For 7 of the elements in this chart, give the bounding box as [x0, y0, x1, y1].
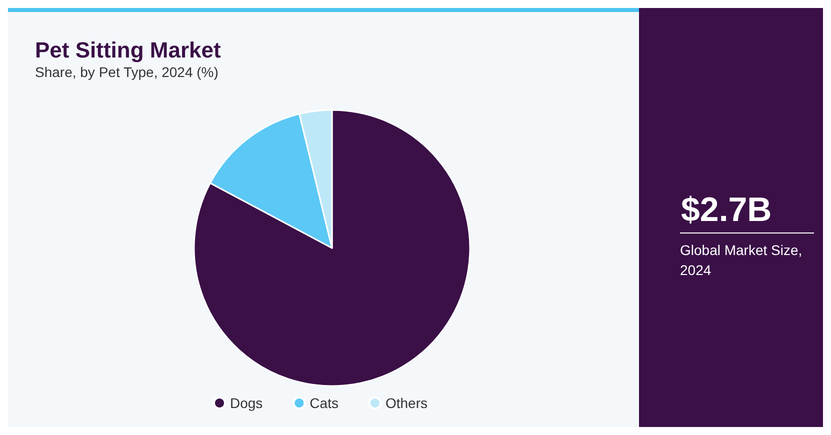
legend-label: Dogs — [230, 395, 263, 411]
chart-subtitle: Share, by Pet Type, 2024 (%) — [35, 64, 218, 80]
legend-label: Cats — [310, 395, 338, 411]
text: $2.7B — [681, 191, 772, 229]
legend-label: Others — [385, 395, 428, 411]
chart-title: Pet Sitting Market — [35, 38, 222, 62]
text: Global Market Size, 2024 — [680, 242, 806, 278]
